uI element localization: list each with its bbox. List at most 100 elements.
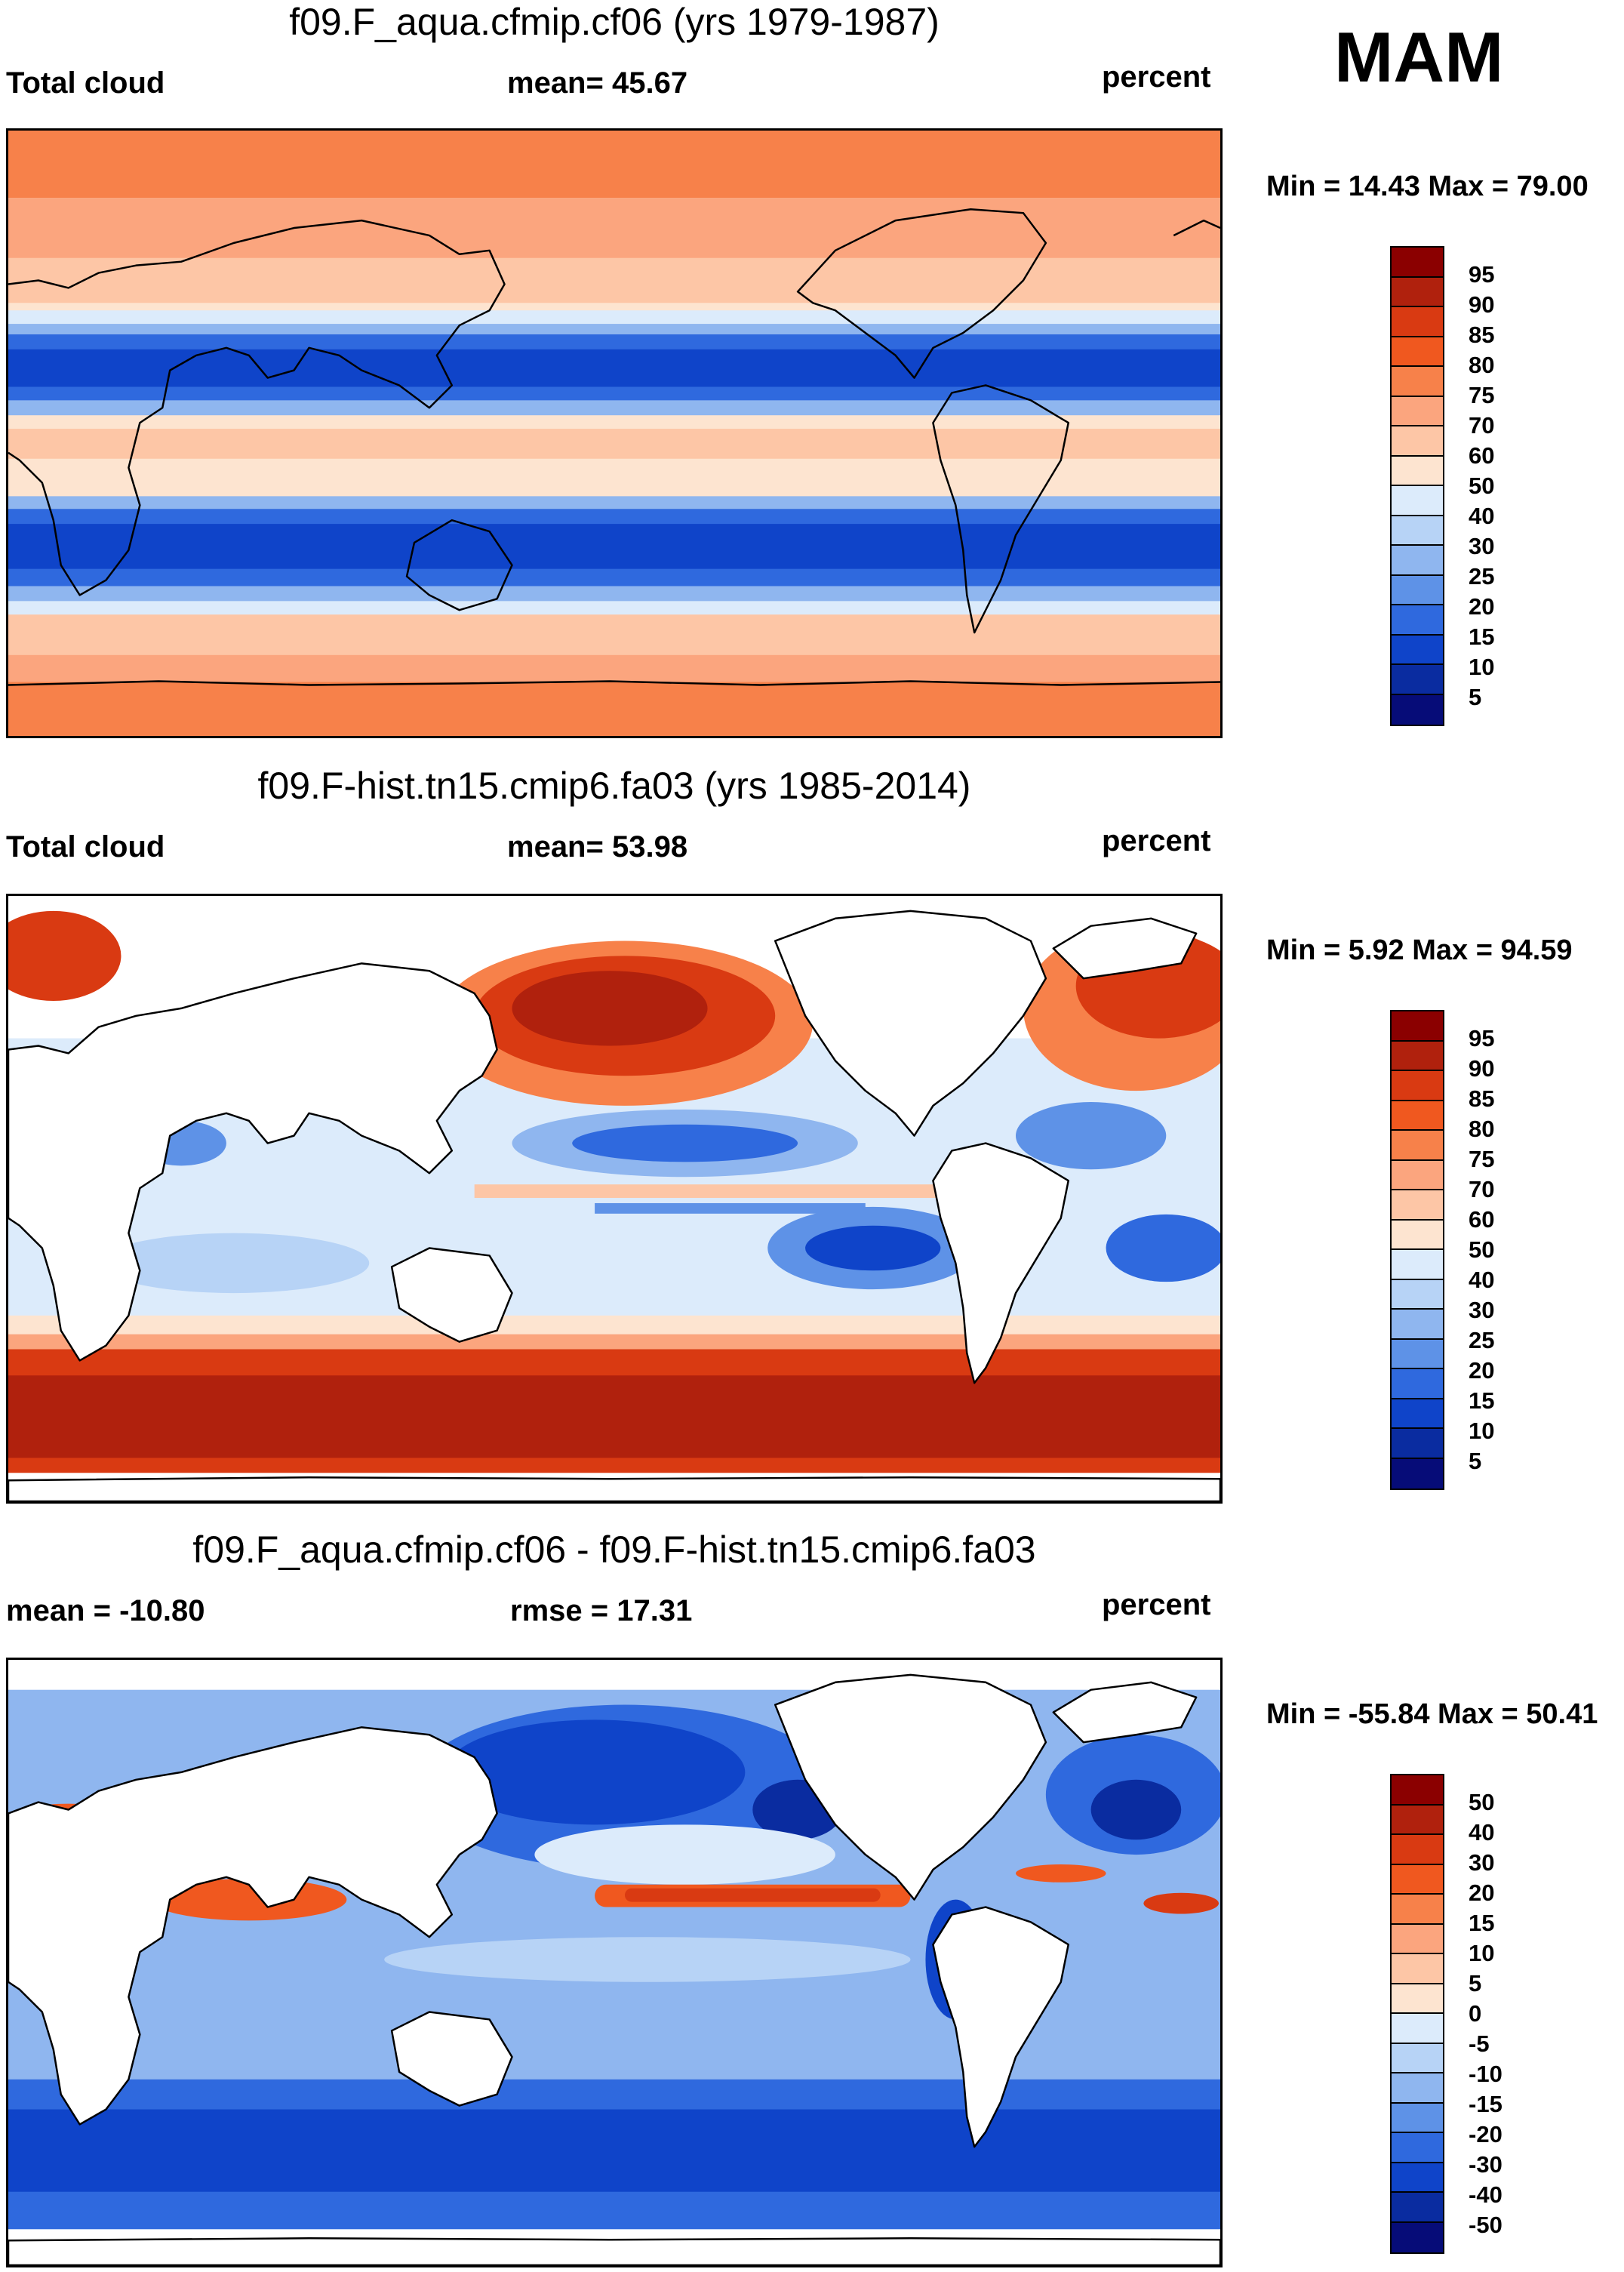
panel1-map [6, 128, 1223, 738]
panel2-minmax: Min = 5.92 Max = 94.59 [1266, 934, 1573, 966]
panel1-cbar-cell [1392, 277, 1443, 307]
panel1-tick: 20 [1469, 593, 1495, 620]
panel1-units: percent [1102, 60, 1211, 94]
panel2-cbar-cell [1392, 1011, 1443, 1042]
panel2-tick: 70 [1469, 1176, 1495, 1202]
np-neg-core [444, 1719, 746, 1825]
panel1-title: f09.F_aqua.cfmip.cf06 (yrs 1979-1987) [289, 1, 940, 43]
panel1-cbar-cell [1392, 456, 1443, 486]
band-antarctic [8, 682, 1220, 736]
panel2-mean: mean= 53.98 [507, 830, 688, 864]
panel1-tick: 85 [1469, 322, 1495, 348]
panel2-cbar-cell [1392, 1220, 1443, 1250]
panel2-cbar-cell [1392, 1071, 1443, 1101]
panel1-cbar-cell [1392, 367, 1443, 397]
panel1-cbar-cell [1392, 396, 1443, 426]
band-arctic [8, 131, 1220, 199]
band-sh-mid-high [8, 654, 1220, 685]
band-nh-subtrop [8, 324, 1220, 337]
panel3-cbar-cell [1392, 1984, 1443, 2014]
panel3-cbar-cell [1392, 2073, 1443, 2104]
band-sh-subtrop-edge3 [8, 601, 1220, 617]
np-light [534, 1824, 835, 1885]
panel1-cbar-cell [1392, 307, 1443, 337]
panel1-tick: 80 [1469, 352, 1495, 378]
panel1-cbar-cell [1392, 337, 1443, 367]
panel3-title: f09.F_aqua.cfmip.cf06 - f09.F-hist.tn15.… [192, 1529, 1036, 1571]
panel2-map [6, 894, 1223, 1504]
na-neg-core [1090, 1779, 1182, 1840]
panel1-cbar-cell [1392, 605, 1443, 636]
band-sh-mid [8, 614, 1220, 660]
panel2-cbar-cell [1392, 1279, 1443, 1310]
band-sh-subtrop-edge [8, 496, 1220, 513]
np-cloud-core [512, 971, 708, 1046]
band-nh-subtrop-core2 [8, 349, 1220, 387]
carib-pos [1016, 1864, 1106, 1883]
panel2-tick: 5 [1469, 1448, 1482, 1474]
panel2-cbar-cell [1392, 1190, 1443, 1221]
panel2-colorbar [1390, 1010, 1444, 1490]
season-label: MAM [1334, 17, 1504, 97]
panel1-cbar-cell [1392, 248, 1443, 278]
panel2-tick: 25 [1469, 1327, 1495, 1353]
panel3-cbar-cell [1392, 1805, 1443, 1835]
coastlines-panel3 [8, 1673, 1220, 2265]
panel2-tick: 90 [1469, 1055, 1495, 1082]
arctic-atl-cloud [8, 910, 121, 1001]
panel2-cbar-cell [1392, 1458, 1443, 1488]
panel2-tick: 20 [1469, 1357, 1495, 1384]
panel1-tick: 30 [1469, 533, 1495, 559]
panel3-cbar-cell [1392, 1864, 1443, 1895]
panel3-map [6, 1658, 1223, 2267]
itcz-strip [474, 1184, 941, 1199]
panel1-mean: mean= 45.67 [507, 66, 688, 100]
panel1-cbar-cell [1392, 694, 1443, 725]
panel3-mean: mean = -10.80 [6, 1594, 205, 1627]
panel3-tick: 0 [1469, 2000, 1482, 2027]
panel3-cbar-cell [1392, 2014, 1443, 2044]
panel2-tick: 95 [1469, 1025, 1495, 1051]
panel1-tick: 75 [1469, 382, 1495, 408]
panel1-tick: 5 [1469, 684, 1482, 710]
panel2-cbar-cell [1392, 1101, 1443, 1131]
panel3-tick: 30 [1469, 1849, 1495, 1876]
panel1-tick: 10 [1469, 654, 1495, 680]
panel1-tick: 25 [1469, 563, 1495, 590]
panel2-cbar-cell [1392, 1369, 1443, 1399]
sind-subtrop-low [98, 1233, 370, 1294]
panel3-cbar-cell [1392, 1775, 1443, 1806]
panel3-tick: 20 [1469, 1879, 1495, 1906]
band-itcz-core [8, 429, 1220, 459]
panel2-cbar-cell [1392, 1399, 1443, 1429]
spac-subtrop-low-core [805, 1225, 941, 1271]
panel1-minmax: Min = 14.43 Max = 79.00 [1266, 171, 1589, 202]
panel3-rmse: rmse = 17.31 [510, 1594, 693, 1627]
panel3-units: percent [1102, 1588, 1211, 1621]
panel3-tick: -40 [1469, 2181, 1503, 2208]
panel1-cbar-cell [1392, 486, 1443, 516]
panel2-variable: Total cloud [6, 830, 165, 864]
panel1-cbar-cell [1392, 635, 1443, 665]
panel1-variable: Total cloud [6, 66, 165, 100]
panel1-tick: 70 [1469, 412, 1495, 439]
panel3-tick: 15 [1469, 1910, 1495, 1936]
panel1-cbar-cell [1392, 516, 1443, 546]
panel3-tick: -20 [1469, 2121, 1503, 2147]
panel3-tick: 5 [1469, 1970, 1482, 1996]
panel1-cbar-cell [1392, 426, 1443, 457]
panel3-tick: -15 [1469, 2091, 1503, 2117]
natl-subtrop-low [1016, 1101, 1167, 1170]
panel3-tick: -30 [1469, 2151, 1503, 2178]
panel2-units: percent [1102, 824, 1211, 857]
panel1-cbar-cell [1392, 546, 1443, 576]
panel2-tick: 80 [1469, 1116, 1495, 1142]
npac-subtrop-low-core [572, 1124, 798, 1162]
panel1-tick: 95 [1469, 261, 1495, 288]
so-neg-2 [8, 2109, 1220, 2192]
so-band-4 [8, 1375, 1220, 1458]
panel3-cbar-cell [1392, 1954, 1443, 1984]
panel2-cbar-cell [1392, 1250, 1443, 1280]
panel1-tick: 15 [1469, 623, 1495, 650]
panel3-colorbar [1390, 1774, 1444, 2254]
